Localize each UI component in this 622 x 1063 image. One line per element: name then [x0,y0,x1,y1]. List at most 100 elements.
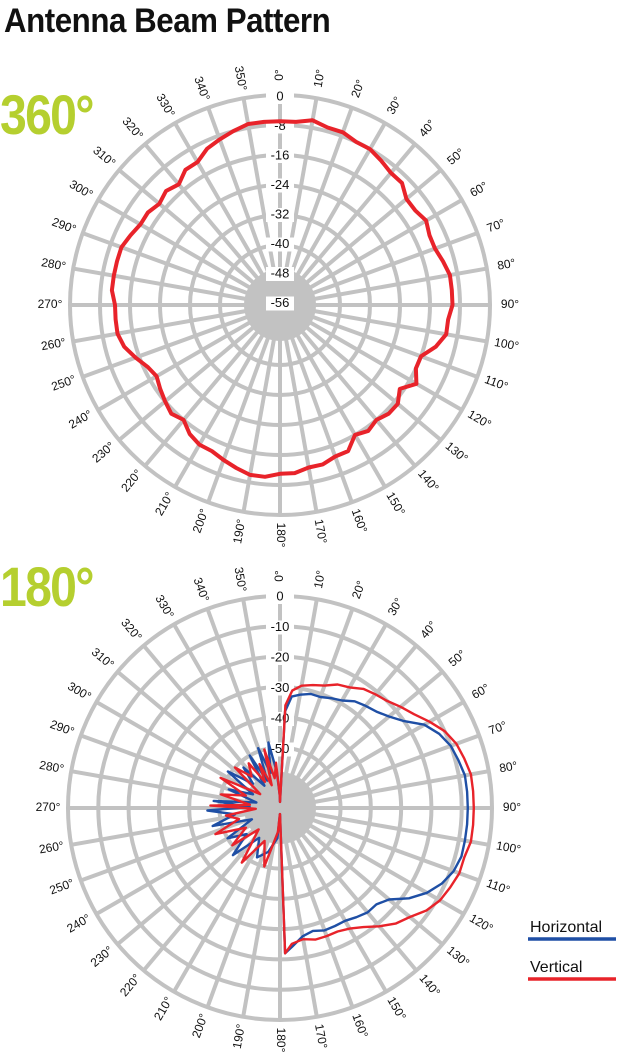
angle-tick-label: 10° [311,68,328,88]
grid-spoke [117,303,282,442]
angle-tick-label: 230° [88,943,116,970]
angle-tick-label: 230° [89,439,117,466]
grid-spoke [278,303,387,488]
angle-tick-label: 80° [498,758,519,775]
angle-tick-label: 240° [64,911,93,936]
r-tick-bg [266,651,294,665]
grid-spoke [117,168,282,307]
legend-label-horizontal: Horizontal [530,919,602,936]
series-line [109,118,455,479]
grid-spoke [278,807,319,1018]
grid-spoke [173,303,282,488]
angle-tick-label: 0° [272,69,286,81]
angle-tick-label: 310° [89,645,117,672]
grid-spoke [278,806,465,916]
grid-spoke [279,733,480,810]
angle-tick-label: 150° [383,490,408,519]
angle-tick-label: 210° [152,489,177,518]
r-tick-label: -32 [271,206,290,221]
angle-tick-label: 110° [483,372,510,393]
angle-tick-label: 280° [38,758,65,776]
r-tick-label: 0 [276,88,283,103]
grid-spoke [143,303,282,468]
r-tick-label: -10 [271,619,290,634]
angle-tick-label: 300° [67,177,96,202]
grid-spoke [81,303,281,379]
grid-spoke [279,806,480,883]
grid-spoke [279,303,488,344]
angle-tick-label: 250° [50,372,78,394]
grid-spoke [70,806,281,847]
angle-tick-label: 290° [48,717,76,739]
angle-tick-label: 130° [444,943,472,970]
page-title: Antenna Beam Pattern [4,2,331,40]
grid-spoke [278,168,443,307]
angle-tick-label: 20° [349,579,368,601]
grid-spoke [278,700,465,810]
r-tick-bg [266,712,294,726]
angle-tick-label: 40° [417,618,440,641]
grid-spoke [279,266,488,307]
angle-tick-label: 190° [230,1023,248,1050]
r-tick-bg [266,742,294,757]
angle-tick-label: 140° [415,467,442,495]
angle-tick-label: 180° [274,523,288,548]
r-tick-bg [266,237,294,252]
angle-tick-label: 20° [348,77,367,99]
grid-spoke [278,807,388,993]
angle-tick-label: 160° [349,1012,371,1040]
grid-spoke [72,266,281,307]
r-tick-bg [266,90,294,104]
angle-tick-label: 310° [90,143,118,170]
grid-spoke [278,303,417,468]
r-tick-bg [266,267,294,281]
angle-tick-label: 160° [349,507,371,535]
angle-tick-label: 280° [40,255,67,273]
grid-spoke [205,608,282,809]
angle-tick-label: 350° [231,566,249,593]
grid-spoke [205,807,282,1008]
angle-tick-label: 30° [385,595,406,618]
r-tick-label: -40 [271,236,290,251]
grid-spoke [279,303,479,379]
angle-tick-label: 150° [384,994,409,1023]
angle-tick-label: 320° [119,114,146,142]
angle-tick-label: 330° [153,91,178,120]
angle-tick-label: 100° [493,335,520,353]
angle-tick-label: 140° [416,971,443,999]
r-tick-bg [266,620,294,635]
r-tick-bg [266,149,294,163]
angle-tick-label: 30° [384,94,405,117]
angle-tick-label: 300° [65,679,94,704]
r-tick-label: -16 [271,147,290,162]
grid-spoke [278,670,444,810]
angle-tick-label: 270° [36,800,61,814]
angle-tick-label: 90° [503,800,521,814]
legend: Horizontal Vertical [528,919,616,981]
grid-spoke [278,122,387,307]
angle-tick-label: 10° [311,569,328,590]
r-tick-label: -24 [271,177,290,192]
r-tick-label: -40 [271,710,290,725]
angle-tick-label: 260° [38,838,65,856]
grid-spoke [97,198,282,307]
angle-tick-label: 180° [274,1028,288,1053]
series-line-horizontal [206,692,469,955]
angle-tick-label: 60° [469,681,492,702]
angle-tick-label: 290° [50,215,78,237]
angle-tick-label: 340° [191,75,213,103]
grid-spoke [278,608,355,809]
grid-spoke [278,807,355,1008]
angle-tick-label: 170° [312,518,330,545]
grid-spoke [173,122,282,307]
r-tick-bg [266,296,294,311]
grid-spoke [81,231,281,307]
grid-spoke [142,806,282,972]
angle-tick-label: 200° [190,507,212,535]
grid-spoke [206,304,282,504]
grid-spoke [278,198,463,307]
angle-tick-label: 80° [496,256,517,273]
r-tick-label: 0 [276,588,283,603]
grid-spoke [72,303,281,344]
grid-spoke [278,623,388,809]
